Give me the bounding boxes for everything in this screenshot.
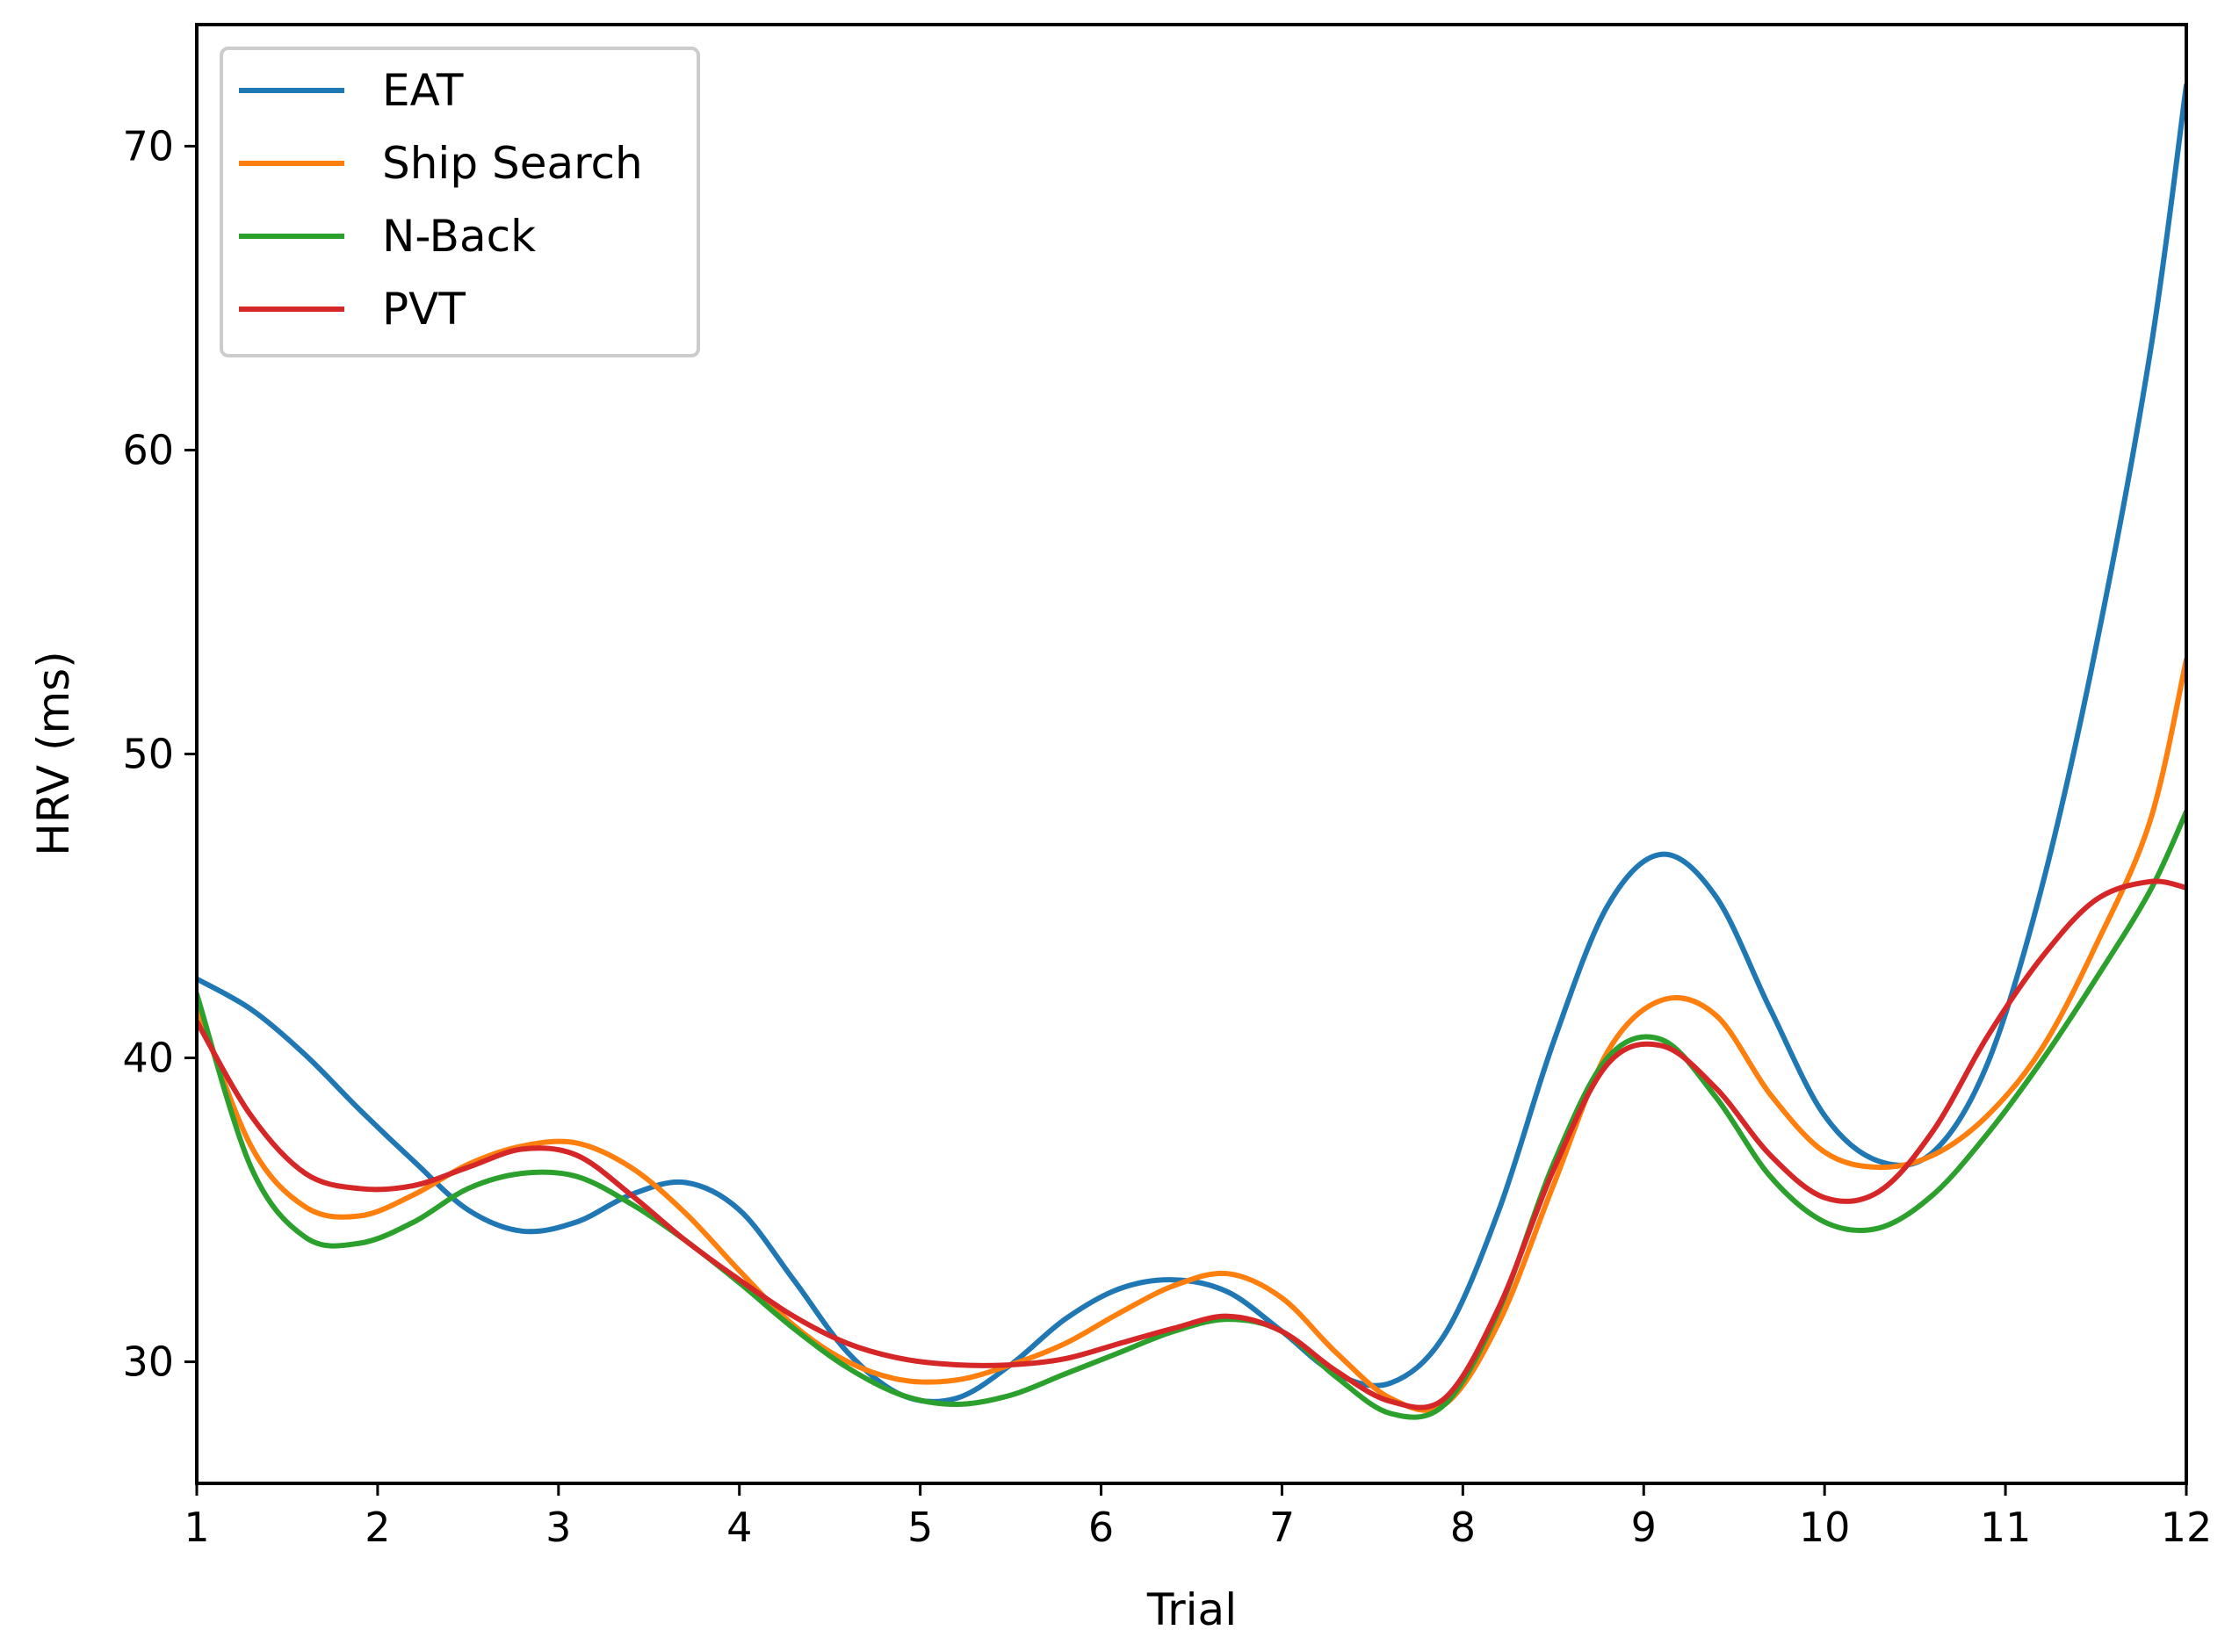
series-line-pvt [197, 878, 2186, 1410]
x-tick-label: 1 [184, 1504, 209, 1551]
series-line-ship-search [197, 657, 2186, 1413]
x-tick-label: 9 [1631, 1504, 1657, 1551]
y-tick-label: 50 [122, 731, 174, 778]
series-layer [197, 83, 2186, 1420]
x-tick-label: 3 [545, 1504, 571, 1551]
x-tick-label: 6 [1088, 1504, 1114, 1551]
x-tick-label: 7 [1269, 1504, 1295, 1551]
legend-label: EAT [382, 65, 464, 116]
x-tick-label: 8 [1450, 1504, 1476, 1551]
x-axis-ticks: 1 2 3 4 5 6 7 8 9 10 11 12 [184, 1483, 2212, 1551]
y-axis-ticks: 30 40 50 60 70 [122, 122, 197, 1386]
x-tick-label: 5 [907, 1504, 933, 1551]
legend-box [220, 47, 700, 357]
legend-label: PVT [382, 284, 466, 335]
x-tick-label: 2 [365, 1504, 390, 1551]
x-tick-label: 12 [2161, 1504, 2213, 1551]
y-tick-label: 30 [122, 1338, 174, 1386]
x-axis-label: Trial [1146, 1584, 1237, 1635]
y-tick-label: 60 [122, 426, 174, 473]
x-tick-label: 11 [1980, 1504, 2032, 1551]
legend: EAT Ship Search N-Back PVT [220, 47, 700, 357]
legend-label: N-Back [382, 211, 536, 262]
y-tick-label: 70 [122, 122, 174, 170]
x-tick-label: 10 [1799, 1504, 1851, 1551]
legend-label: Ship Search [382, 138, 643, 189]
x-tick-label: 4 [726, 1504, 752, 1551]
y-tick-label: 40 [122, 1035, 174, 1082]
series-line-n-back [197, 809, 2186, 1420]
y-axis-label: HRV (ms) [28, 651, 79, 855]
